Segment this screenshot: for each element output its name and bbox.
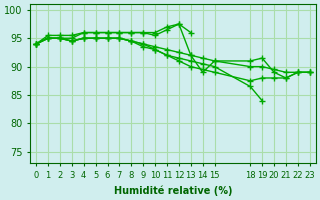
X-axis label: Humidité relative (%): Humidité relative (%) <box>114 185 232 196</box>
